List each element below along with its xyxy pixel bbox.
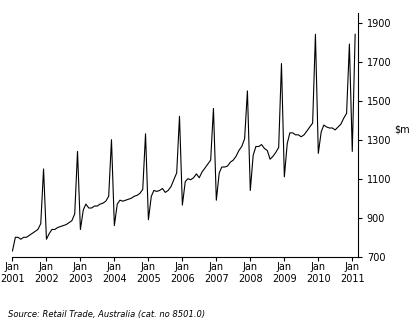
Text: Source: Retail Trade, Australia (cat. no 8501.0): Source: Retail Trade, Australia (cat. no… bbox=[8, 310, 206, 319]
Y-axis label: $m: $m bbox=[395, 125, 410, 135]
